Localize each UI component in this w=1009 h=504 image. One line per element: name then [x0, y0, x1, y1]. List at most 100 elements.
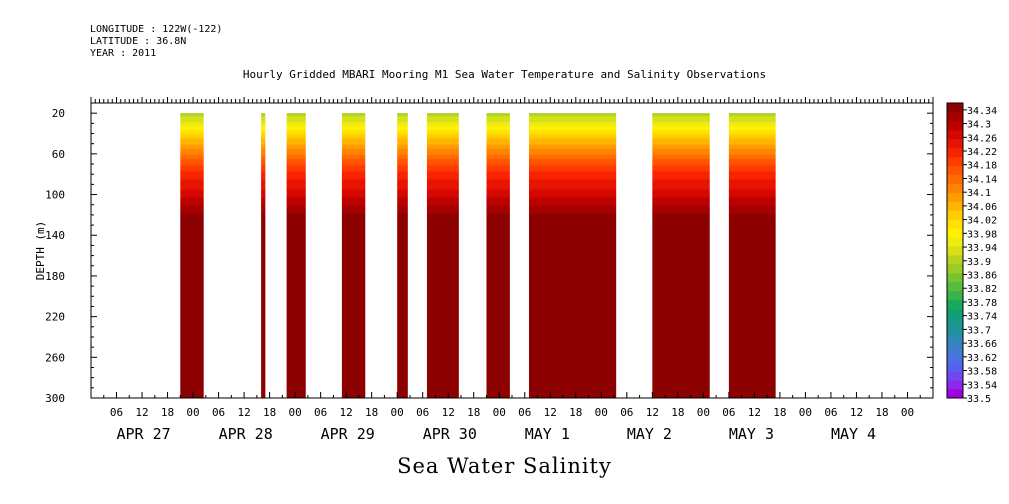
data-segment-8 — [529, 113, 617, 398]
x-tick-label: 12 — [442, 406, 455, 419]
x-tick-label: 18 — [467, 406, 480, 419]
y-tick-label: 140 — [45, 229, 65, 242]
x-day-label: MAY 4 — [831, 425, 876, 443]
year-label: YEAR : 2011 — [90, 48, 157, 59]
colorbar-cell — [947, 308, 963, 319]
x-day-label: APR 30 — [423, 425, 477, 443]
colorbar-cell — [947, 111, 963, 122]
x-tick-label: 06 — [314, 406, 327, 419]
x-day-label: MAY 2 — [627, 425, 672, 443]
colorbar-cell — [947, 389, 963, 399]
data-segment-7 — [486, 113, 510, 398]
x-tick-label: 12 — [544, 406, 557, 419]
x-tick-label: 00 — [186, 406, 199, 419]
colorbar-label: 34.22 — [967, 147, 997, 158]
x-tick-label: 06 — [824, 406, 837, 419]
x-tick-label: 12 — [748, 406, 761, 419]
colorbar-cell — [947, 362, 963, 372]
x-tick-label: 12 — [237, 406, 250, 419]
colorbar-label: 33.78 — [967, 298, 997, 309]
y-tick-label: 220 — [45, 311, 65, 324]
colorbar-cell — [947, 129, 963, 140]
colorbar-label: 34.26 — [967, 133, 997, 144]
colorbar-cell — [947, 210, 963, 220]
x-day-label: MAY 3 — [729, 425, 774, 443]
colorbar-label: 34.14 — [967, 174, 997, 185]
colorbar-label: 34.18 — [967, 161, 997, 172]
colorbar-label: 34.34 — [967, 106, 997, 117]
colorbar-cell — [947, 103, 963, 113]
colorbar-cell — [947, 317, 963, 327]
colorbar-label: 34.1 — [967, 188, 991, 199]
y-tick-label: 260 — [45, 351, 65, 364]
colorbar-cell — [947, 281, 963, 292]
x-tick-label: 18 — [875, 406, 888, 419]
x-tick-label: 06 — [620, 406, 633, 419]
data-segment-1 — [180, 113, 204, 398]
colorbar-frame — [946, 102, 964, 399]
colorbar-cell — [947, 192, 963, 202]
y-axis-label: DEPTH (m) — [34, 221, 47, 281]
x-tick-label: 12 — [850, 406, 863, 419]
footer-title: Sea Water Salinity — [397, 454, 612, 478]
x-tick-label: 06 — [416, 406, 429, 419]
colorbar-cell — [947, 371, 963, 381]
colorbar-cell — [947, 201, 963, 211]
x-tick-label: 12 — [135, 406, 148, 419]
colorbar-label: 33.94 — [967, 243, 997, 254]
longitude-label: LONGITUDE : 122W(-122) — [90, 24, 223, 35]
x-tick-label: 12 — [646, 406, 659, 419]
x-day-label: APR 27 — [117, 425, 171, 443]
colorbar-cell — [947, 326, 963, 336]
chart-title: Hourly Gridded MBARI Mooring M1 Sea Wate… — [242, 68, 767, 81]
x-tick-label: 00 — [493, 406, 506, 419]
x-day-label: APR 29 — [321, 425, 375, 443]
colorbar-cell — [947, 219, 963, 229]
colorbar-label: 33.7 — [967, 325, 991, 336]
colorbar-cell — [947, 380, 963, 390]
x-tick-label: 18 — [161, 406, 174, 419]
x-tick-label: 00 — [799, 406, 812, 419]
x-tick-label: 06 — [518, 406, 531, 419]
colorbar-cell — [947, 183, 963, 193]
x-tick-label: 00 — [288, 406, 301, 419]
latitude-label: LATITUDE : 36.8N — [90, 36, 187, 47]
colorbar-cell — [947, 353, 963, 363]
data-segment-5 — [397, 113, 408, 398]
x-tick-label: 18 — [671, 406, 684, 419]
x-tick-label: 06 — [212, 406, 225, 419]
colorbar-label: 33.98 — [967, 229, 997, 240]
x-tick-label: 00 — [697, 406, 710, 419]
colorbar-cell — [947, 299, 963, 310]
colorbar-cell — [947, 174, 963, 184]
colorbar-cell — [947, 290, 963, 301]
colorbar-label: 34.3 — [967, 120, 991, 131]
data-segment-6 — [426, 113, 459, 398]
x-tick-label: 18 — [263, 406, 276, 419]
x-tick-label: 18 — [365, 406, 378, 419]
x-tick-label: 06 — [110, 406, 123, 419]
colorbar-cell — [947, 254, 963, 265]
colorbar-label: 33.5 — [967, 394, 991, 405]
y-tick-label: 100 — [45, 189, 65, 202]
colorbar-label: 33.54 — [967, 380, 997, 391]
data-segment-9 — [652, 113, 710, 398]
colorbar-label: 33.58 — [967, 367, 997, 378]
colorbar-cell — [947, 246, 963, 256]
y-tick-label: 300 — [45, 392, 65, 405]
colorbar-cell — [947, 344, 963, 354]
colorbar-cell — [947, 272, 963, 283]
colorbar-label: 33.9 — [967, 257, 991, 268]
colorbar-cell — [947, 138, 963, 149]
colorbar-cell — [947, 335, 963, 345]
x-tick-label: 18 — [569, 406, 582, 419]
colorbar-cell — [947, 263, 963, 274]
y-tick-label: 60 — [52, 148, 65, 161]
x-day-label: APR 28 — [219, 425, 273, 443]
colorbar-label: 34.02 — [967, 216, 997, 227]
y-tick-label: 180 — [45, 270, 65, 283]
colorbar-label: 33.86 — [967, 271, 997, 282]
x-tick-label: 06 — [722, 406, 735, 419]
colorbar-label: 33.74 — [967, 312, 997, 323]
